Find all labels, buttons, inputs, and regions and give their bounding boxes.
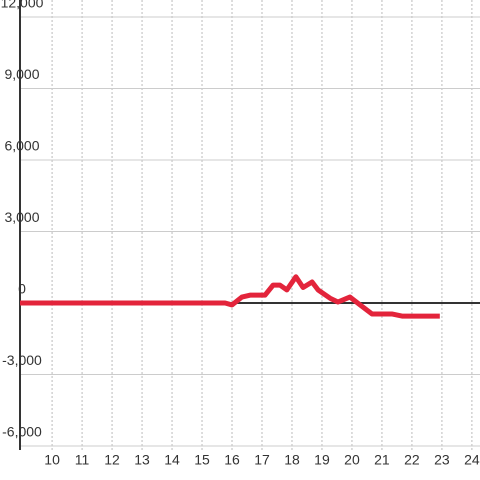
x-tick-label: 14: [164, 452, 180, 468]
x-tick-label: 23: [434, 452, 450, 468]
x-tick-label: 13: [134, 452, 150, 468]
data-line: [20, 274, 440, 319]
x-tick-label: 11: [75, 452, 90, 468]
x-tick-label: 20: [344, 452, 360, 468]
y-tick-label: 9,000: [4, 66, 39, 82]
x-tick-label: 18: [284, 452, 300, 468]
x-tick-label: 22: [404, 452, 420, 468]
x-tick-label: 19: [314, 452, 330, 468]
x-tick-label: 24: [464, 452, 480, 468]
x-tick-label: 12: [104, 452, 120, 468]
x-tick-label: 17: [254, 452, 270, 468]
x-tick-label: 10: [44, 452, 60, 468]
x-tick-label: 16: [224, 452, 240, 468]
y-tick-label: -3,000: [2, 352, 42, 368]
y-tick-label: -6,000: [2, 424, 42, 440]
y-tick-label: 3,000: [4, 209, 39, 225]
y-tick-label: 12,000: [1, 0, 44, 11]
y-tick-label: 6,000: [4, 138, 39, 154]
y-tick-label: 0: [18, 281, 26, 297]
x-tick-label: 21: [374, 452, 390, 468]
x-tick-label: 15: [194, 452, 210, 468]
